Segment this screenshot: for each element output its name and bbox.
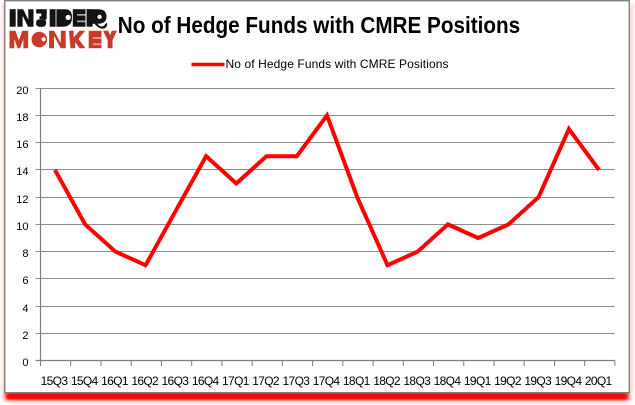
- svg-text:15Q3: 15Q3: [41, 374, 69, 388]
- svg-text:16Q4: 16Q4: [192, 374, 220, 388]
- svg-text:18Q4: 18Q4: [434, 374, 462, 388]
- svg-text:18Q3: 18Q3: [403, 374, 431, 388]
- svg-text:17Q1: 17Q1: [222, 374, 250, 388]
- svg-text:19Q1: 19Q1: [464, 374, 492, 388]
- svg-text:No of Hedge Funds with CMRE Po: No of Hedge Funds with CMRE Positions: [118, 12, 520, 38]
- svg-text:18Q1: 18Q1: [343, 374, 371, 388]
- svg-text:6: 6: [22, 275, 28, 287]
- svg-text:14: 14: [16, 166, 28, 178]
- svg-text:20Q1: 20Q1: [585, 374, 613, 388]
- svg-text:19Q3: 19Q3: [524, 374, 552, 388]
- svg-text:16: 16: [16, 139, 28, 151]
- svg-text:0: 0: [22, 357, 28, 369]
- svg-text:18: 18: [16, 112, 28, 124]
- svg-text:17Q3: 17Q3: [283, 374, 311, 388]
- svg-text:8: 8: [22, 248, 28, 260]
- svg-text:18Q2: 18Q2: [373, 374, 401, 388]
- svg-text:19Q4: 19Q4: [555, 374, 583, 388]
- svg-text:20: 20: [16, 85, 28, 97]
- svg-text:16Q2: 16Q2: [131, 374, 159, 388]
- svg-text:16Q1: 16Q1: [101, 374, 129, 388]
- svg-text:19Q2: 19Q2: [494, 374, 522, 388]
- svg-text:2: 2: [22, 330, 28, 342]
- svg-text:No of Hedge Funds with CMRE Po: No of Hedge Funds with CMRE Positions: [226, 57, 449, 71]
- svg-text:12: 12: [16, 194, 28, 206]
- svg-text:17Q2: 17Q2: [252, 374, 280, 388]
- svg-text:10: 10: [16, 221, 28, 233]
- svg-text:17Q4: 17Q4: [313, 374, 341, 388]
- svg-text:16Q3: 16Q3: [162, 374, 190, 388]
- svg-text:4: 4: [22, 303, 28, 315]
- svg-text:15Q4: 15Q4: [71, 374, 99, 388]
